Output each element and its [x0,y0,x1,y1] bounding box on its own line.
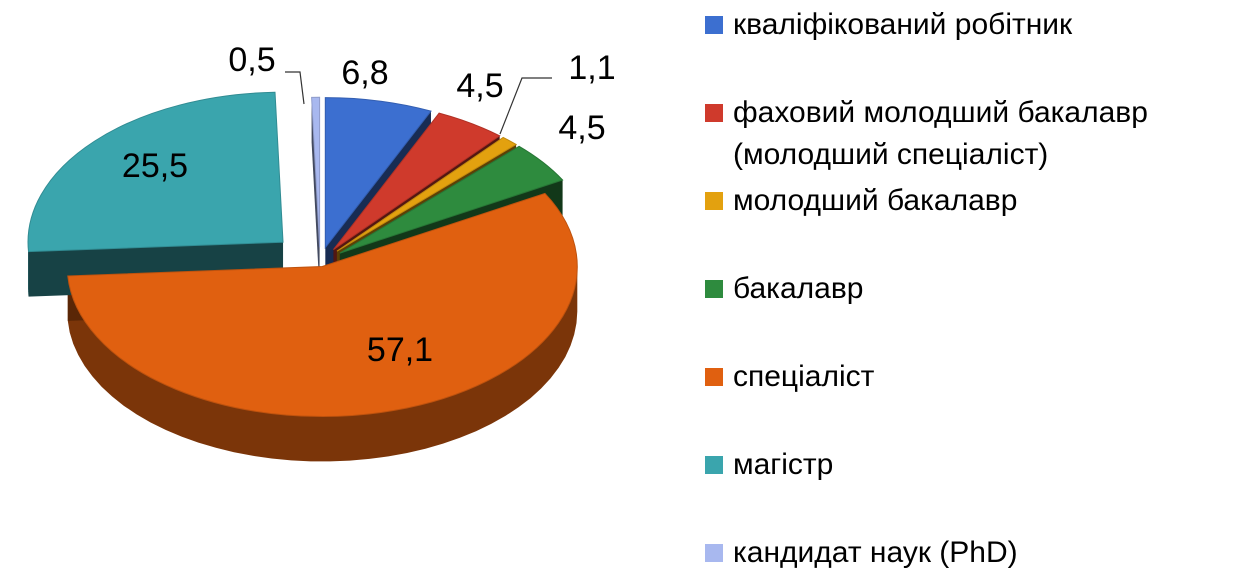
slice-edge [311,97,320,293]
slice [27,91,284,253]
data-label: 6,8 [341,54,388,92]
data-label: 4,5 [456,67,503,105]
data-label: 25,5 [122,147,188,185]
legend-label: кваліфікований робітник [733,8,1073,41]
slice [67,192,578,418]
legend-swatch [705,16,723,34]
slice [336,136,518,252]
legend-label: молодший бакалавр [733,184,1018,217]
legend-item: молодший бакалавр [705,180,1255,222]
slice [339,145,564,254]
legend-item: кваліфікований робітник [705,4,1255,46]
legend-swatch [705,192,723,210]
legend-item: бакалавр [705,268,1255,310]
legend-item: спеціаліст [705,356,1255,398]
legend-swatch [705,456,723,474]
data-label: 57,1 [367,331,433,369]
slice [311,96,321,248]
tops [27,91,578,418]
data-label: 0,5 [228,41,275,79]
legend-label: магістр [733,448,834,481]
data-label: 1,1 [568,49,615,87]
legend-label: кандидат наук (PhD) [733,536,1018,569]
data-label: 4,5 [558,109,605,147]
legend-swatch [705,544,723,562]
legend-label: спеціаліст [733,360,875,393]
leader-line [499,77,552,135]
slice [333,112,501,251]
slice [324,97,432,250]
legend-swatch [705,104,723,122]
legend-label: фаховий молодший бакалавр (молодший спец… [733,96,1148,171]
legend-swatch [705,280,723,298]
slice-side [67,266,578,462]
legend-item: магістр [705,444,1255,486]
pie-area: 6,8 4,5 1,1 4,5 57,1 25,5 0,5 [27,41,616,462]
legend-item: фаховий молодший бакалавр (молодший спец… [705,92,1255,176]
legend-item: кандидат наук (PhD) [705,532,1255,574]
legend: кваліфікований робітник фаховий молодший … [705,0,1255,583]
legend-label: бакалавр [733,272,864,305]
leader-line [285,71,305,105]
legend-swatch [705,368,723,386]
slice-side [28,242,29,297]
